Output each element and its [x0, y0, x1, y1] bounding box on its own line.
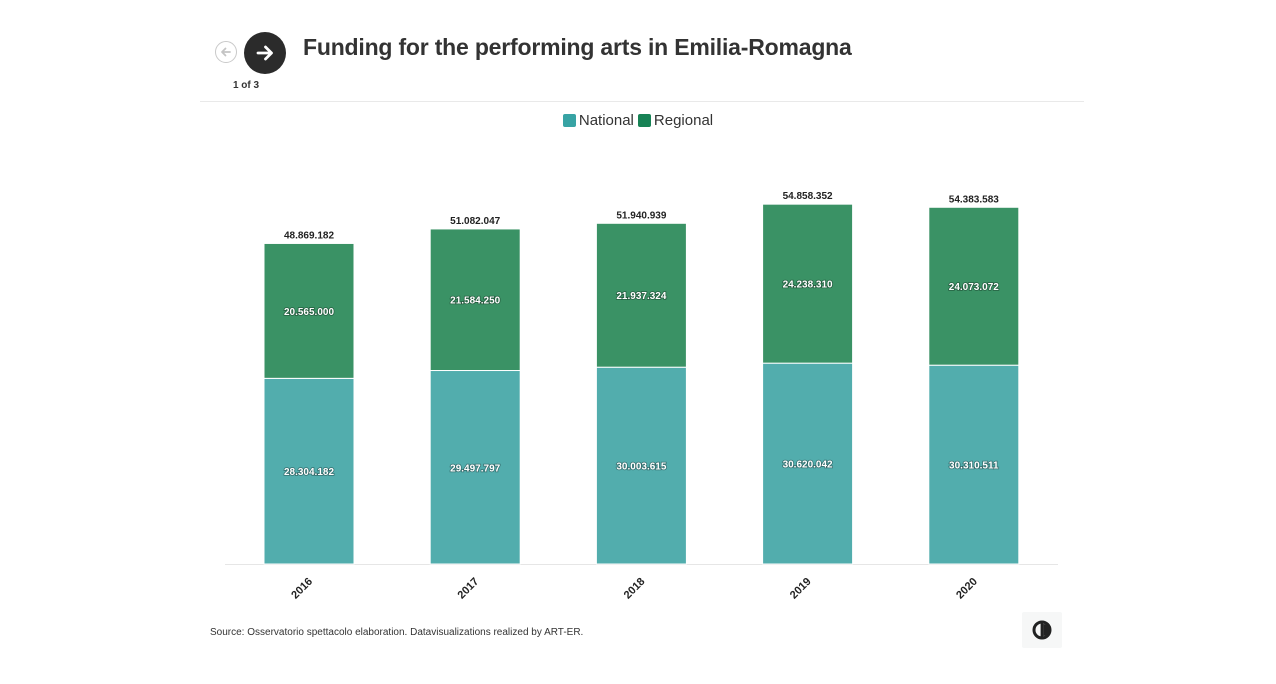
bar-regional-2019[interactable]	[762, 203, 854, 364]
x-tick-label-2016: 2016	[289, 576, 315, 602]
header-divider	[200, 101, 1084, 102]
total-label-2019: 54.858.352	[783, 191, 833, 202]
x-tick-label-2020: 2020	[954, 576, 980, 602]
data-label-regional-2020: 24.073.072	[949, 282, 999, 293]
arrow-left-icon	[221, 47, 231, 57]
total-label-2020: 54.383.583	[949, 194, 999, 205]
bar-national-2020[interactable]	[928, 364, 1020, 565]
chart-title: Funding for the performing arts in Emili…	[303, 34, 852, 60]
legend-label-regional: Regional	[653, 112, 714, 129]
previous-chart-button[interactable]	[215, 41, 237, 63]
legend-item-regional[interactable]: Regional	[637, 112, 714, 129]
x-tick-label-2019: 2019	[788, 576, 814, 602]
total-label-2018: 51.940.939	[616, 210, 666, 221]
data-label-national-2017: 29.497.797	[450, 463, 500, 474]
bar-regional-2020[interactable]	[928, 206, 1020, 366]
bar-regional-2017[interactable]	[429, 228, 521, 372]
art-er-logo[interactable]	[1022, 612, 1062, 648]
data-label-national-2019: 30.620.042	[783, 460, 833, 471]
bar-national-2016[interactable]	[263, 377, 355, 565]
total-label-2016: 48.869.182	[284, 230, 334, 241]
legend-item-national[interactable]: National	[562, 112, 634, 129]
bar-regional-2018[interactable]	[595, 222, 687, 368]
data-label-national-2018: 30.003.615	[616, 462, 666, 473]
data-label-regional-2017: 21.584.250	[450, 296, 500, 307]
legend-swatch-national	[562, 114, 576, 127]
x-tick-label-2017: 2017	[456, 576, 482, 602]
art-er-logo-icon	[1032, 620, 1052, 640]
bar-national-2017[interactable]	[429, 370, 521, 565]
source-note: Source: Osservatorio spettacolo elaborat…	[210, 627, 584, 638]
data-label-regional-2016: 20.565.000	[284, 307, 334, 318]
total-label-2017: 51.082.047	[450, 216, 500, 227]
legend-swatch-regional	[637, 114, 651, 127]
x-tick-label-2018: 2018	[622, 576, 648, 602]
bar-national-2018[interactable]	[595, 366, 687, 565]
next-chart-button[interactable]	[244, 32, 286, 74]
chart-legend: National Regional	[0, 112, 1276, 129]
data-label-regional-2018: 21.937.324	[616, 291, 666, 302]
data-label-regional-2019: 24.238.310	[783, 280, 833, 291]
data-label-national-2016: 28.304.182	[284, 467, 334, 478]
arrow-right-icon	[256, 45, 273, 61]
page-indicator: 1 of 3	[232, 80, 260, 91]
data-label-national-2020: 30.310.511	[949, 461, 999, 472]
bar-national-2019[interactable]	[762, 362, 854, 565]
bar-regional-2016[interactable]	[263, 242, 355, 379]
legend-label-national: National	[578, 112, 634, 129]
